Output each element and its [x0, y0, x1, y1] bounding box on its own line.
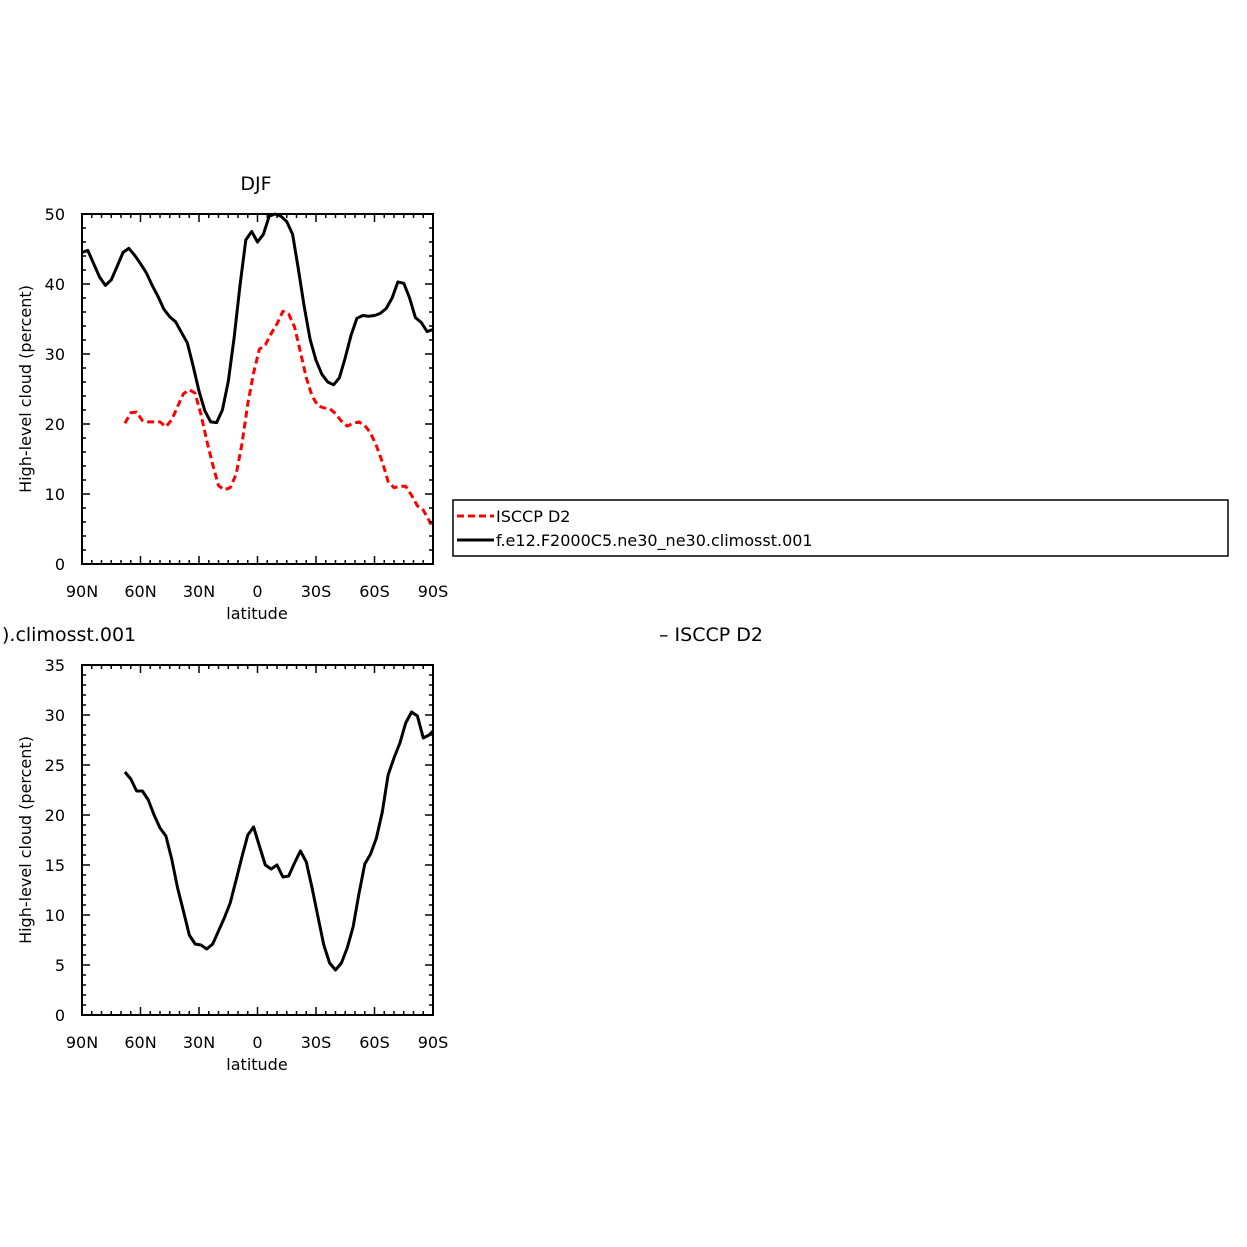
panel2-y-tick-label: 0	[55, 1006, 65, 1025]
panel2-y-tick-label: 25	[45, 756, 65, 775]
panel1-x-tick-label: 90N	[66, 582, 98, 601]
panel1-x-tick-label: 30N	[183, 582, 215, 601]
panel2-x-tick-label: 0	[252, 1033, 262, 1052]
panel1-y-axis-label: High-level cloud (percent)	[16, 285, 35, 493]
panel1-tick-labels: 90N 60N 30N 0 30S 60S 90S 0 10 20 30 40 50	[45, 205, 449, 601]
panel1-x-tick-label: 60N	[124, 582, 156, 601]
panel1-x-axis-label: latitude	[226, 604, 287, 623]
panel1-y-tick-label: 40	[45, 275, 65, 294]
panel2-y-tick-label: 5	[55, 956, 65, 975]
panel2-x-tick-label: 90S	[418, 1033, 449, 1052]
panel2-x-tick-label: 90N	[66, 1033, 98, 1052]
legend-box	[452, 499, 1229, 557]
panel1-series-line-1	[81, 212, 434, 425]
panel1-x-tick-label: 90S	[418, 582, 449, 601]
panel2-x-tick-label: 30N	[183, 1033, 215, 1052]
panel1-x-tick-label: 30S	[301, 582, 332, 601]
panel2-y-axis-label: High-level cloud (percent)	[16, 736, 35, 944]
panel2-x-tick-label: 30S	[301, 1033, 332, 1052]
panel1-x-tick-label: 60S	[359, 582, 390, 601]
panel1-y-tick-label: 10	[45, 485, 65, 504]
panel2-series-lines	[123, 710, 435, 972]
panel2-y-tick-label: 35	[45, 656, 65, 675]
panel1-y-tick-label: 20	[45, 415, 65, 434]
panel1-plot-frame	[81, 213, 434, 565]
panel2-plot-frame	[81, 664, 434, 1016]
legend: ISCCP D2 f.e12.F2000C5.ne30_ne30.climoss…	[452, 499, 1229, 557]
panel2-x-tick-label: 60S	[359, 1033, 390, 1052]
panel2-header-left: ).climosst.001	[2, 624, 136, 646]
panel1-y-tick-label: 50	[45, 205, 65, 224]
legend-label-model: f.e12.F2000C5.ne30_ne30.climosst.001	[496, 531, 813, 551]
panel1-x-tick-label: 0	[252, 582, 262, 601]
panel2-y-tick-label: 15	[45, 856, 65, 875]
panel2-header-right: – ISCCP D2	[659, 624, 763, 646]
panel2-y-tick-label: 10	[45, 906, 65, 925]
panel2-x-axis-label: latitude	[226, 1055, 287, 1074]
panel2-y-tick-label: 30	[45, 706, 65, 725]
panel1-y-tick-label: 30	[45, 345, 65, 364]
panel1-series-lines	[81, 212, 435, 529]
panel2-tick-labels: 90N 60N 30N 0 30S 60S 90S 0 5 10 15 20 25 30 35	[45, 656, 449, 1052]
panel1-title: DJF	[240, 173, 271, 195]
panel2-series-line-0	[123, 710, 435, 972]
panel2-x-tick-label: 60N	[124, 1033, 156, 1052]
panel-djf: DJF 90N 60N 30N 0 30S 60S 90S 0 10 20 30 40 50 latit…	[16, 173, 448, 623]
panel1-y-tick-label: 0	[55, 555, 65, 574]
legend-label-isccp: ISCCP D2	[496, 507, 570, 526]
panel-difference: ).climosst.001 – ISCCP D2 90N 60N 30N 0 30S 6…	[2, 624, 763, 1074]
panel2-y-tick-label: 20	[45, 806, 65, 825]
